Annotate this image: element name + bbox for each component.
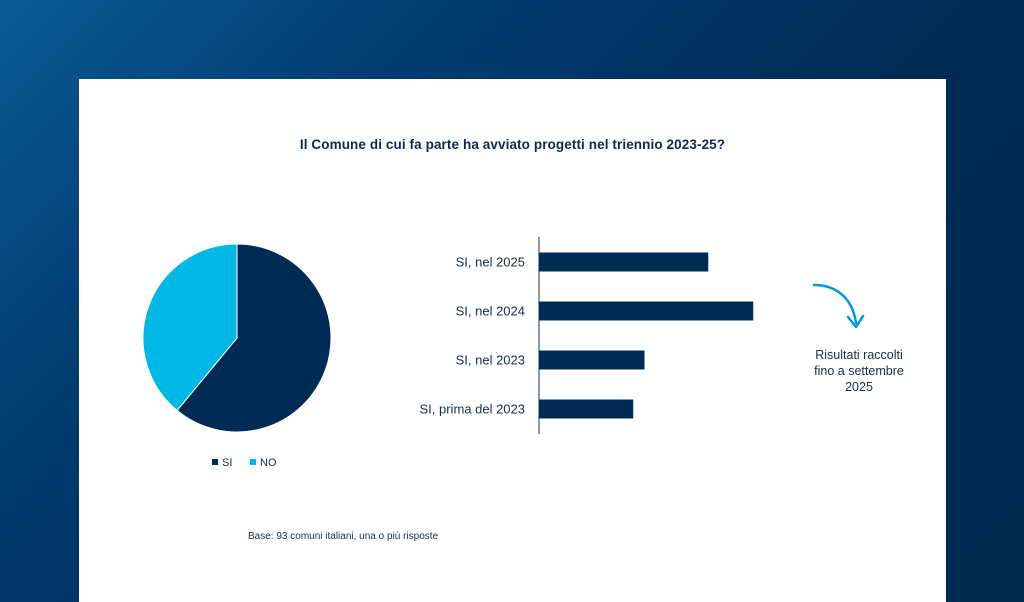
legend-swatch-si (212, 459, 218, 465)
chart-card: Il Comune di cui fa parte ha avviato pro… (79, 79, 946, 602)
bar-3 (539, 350, 645, 370)
curved-arrow-icon (812, 283, 865, 329)
chart-title: Il Comune di cui fa parte ha avviato pro… (299, 137, 726, 152)
bar-chart: SI, nel 2025 SI, nel 2024 SI, nel 2023 SI, … (419, 237, 754, 434)
bar-4 (539, 399, 634, 419)
bar-label-3: SI, nel 2023 (456, 353, 525, 368)
legend-label-si: SI (222, 457, 232, 469)
base-note: Base: 93 comuni italiani, una o più risp… (248, 531, 439, 542)
legend-label-no: NO (260, 457, 277, 469)
bar-2 (539, 301, 754, 321)
legend-swatch-no (250, 459, 256, 465)
pie-slice-si (176, 243, 332, 433)
results-note: Risultati raccolti fino a settembre 2025 (814, 348, 904, 394)
bar-label-1: SI, nel 2025 (456, 255, 525, 270)
pie-chart: SI NO (142, 243, 332, 469)
bar-label-4: SI, prima del 2023 (419, 402, 525, 417)
pie-slice-no (142, 243, 238, 412)
bar-1 (539, 252, 709, 272)
bar-label-2: SI, nel 2024 (456, 304, 525, 319)
